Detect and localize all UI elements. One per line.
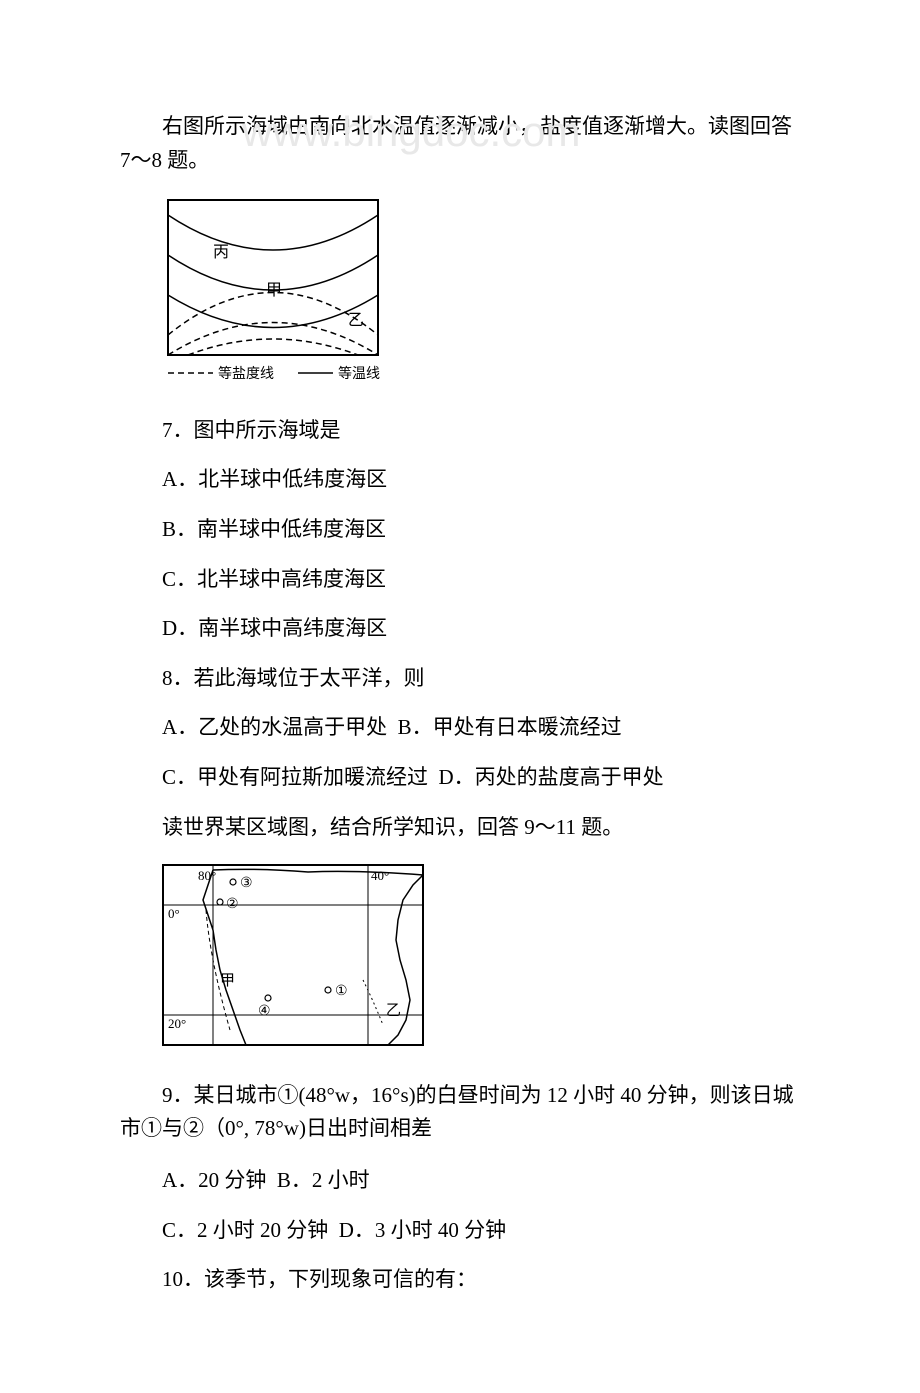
lat-0: 0° xyxy=(168,906,180,921)
q10-stem: 10．该季节，下列现象可信的有： xyxy=(120,1263,800,1297)
label-jia: 甲 xyxy=(266,282,282,299)
point-4: ④ xyxy=(258,1004,271,1019)
lat-20: 20° xyxy=(168,1016,186,1031)
q9-option-d: D．3 小时 40 分钟 xyxy=(339,1218,506,1242)
label-jia-2: 甲 xyxy=(220,973,235,989)
q7-stem: 7．图中所示海域是 xyxy=(120,414,800,448)
q9-option-c: C．2 小时 20 分钟 xyxy=(162,1218,328,1242)
q8-option-b: B．甲处有日本暖流经过 xyxy=(398,715,622,739)
diagram-1-container: 丙 甲 乙 等盐度线 等温线 xyxy=(158,195,800,396)
point-3: ③ xyxy=(240,876,253,891)
q7-option-b: B．南半球中低纬度海区 xyxy=(120,513,800,547)
label-bing: 丙 xyxy=(213,244,229,261)
q8-options-cd: C．甲处有阿拉斯加暖流经过 D．丙处的盐度高于甲处 xyxy=(120,761,800,795)
point-1: ① xyxy=(335,984,348,999)
q9-options-cd: C．2 小时 20 分钟 D．3 小时 40 分钟 xyxy=(120,1214,800,1248)
q8-stem: 8．若此海域位于太平洋，则 xyxy=(120,662,800,696)
q7-option-c: C．北半球中高纬度海区 xyxy=(120,563,800,597)
point-2: ② xyxy=(226,897,239,912)
q8-option-d: D．丙处的盐度高于甲处 xyxy=(439,765,664,789)
ocean-diagram: 丙 甲 乙 等盐度线 等温线 xyxy=(158,195,388,385)
q9-stem: 9．某日城市①(48°w，16°s)的白昼时间为 12 小时 40 分钟，则该日… xyxy=(120,1079,800,1146)
intro-text-1: 右图所示海域由南向北水温值逐渐减小，盐度值逐渐增大。读图回答 7～8 题。 xyxy=(120,110,800,177)
q9-option-a: A．20 分钟 xyxy=(162,1168,266,1192)
south-america-map: 80° 40° 0° 20° ③ ② ① ④ 甲 乙 xyxy=(158,860,428,1050)
q9-options-ab: A．20 分钟 B．2 小时 xyxy=(120,1164,800,1198)
q8-option-a: A．乙处的水温高于甲处 xyxy=(162,715,387,739)
q8-option-c: C．甲处有阿拉斯加暖流经过 xyxy=(162,765,428,789)
legend-salinity: 等盐度线 xyxy=(218,365,274,382)
intro-text-2: 读世界某区域图，结合所学知识，回答 9～11 题。 xyxy=(120,811,800,845)
diagram-2-container: 80° 40° 0° 20° ③ ② ① ④ 甲 乙 xyxy=(158,860,800,1061)
legend-temp: 等温线 xyxy=(338,365,380,382)
lon-40: 40° xyxy=(371,868,389,883)
label-yi-2: 乙 xyxy=(386,1003,401,1019)
label-yi: 乙 xyxy=(348,312,364,329)
q7-option-a: A．北半球中低纬度海区 xyxy=(120,463,800,497)
q9-option-b: B．2 小时 xyxy=(277,1168,370,1192)
q8-options-ab: A．乙处的水温高于甲处 B．甲处有日本暖流经过 www.bingdoc.com xyxy=(120,711,800,745)
q7-option-d: D．南半球中高纬度海区 xyxy=(120,612,800,646)
